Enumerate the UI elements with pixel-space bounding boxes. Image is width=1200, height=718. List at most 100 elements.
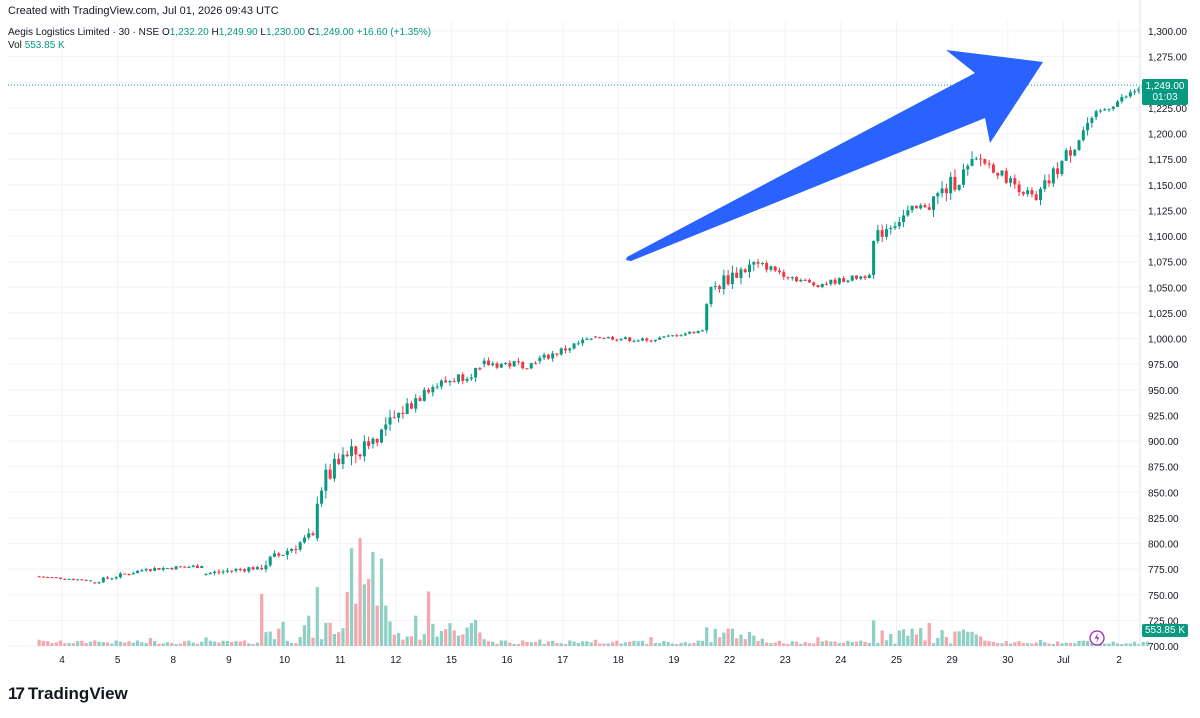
y-tick-label: 825.00 [1148,514,1179,525]
upward-arrow[interactable] [626,50,1043,261]
candle-body [782,272,786,277]
y-tick-label: 975.00 [1148,360,1179,371]
candle-body [910,205,914,211]
candle-body [486,360,490,366]
volume-bar [302,625,307,646]
candle-body [452,381,456,383]
volume-bar [991,641,996,646]
candle-body [623,337,627,340]
candle-body [131,573,135,575]
volume-bar [1107,643,1111,646]
volume-bar [906,635,910,646]
volume-bar [148,638,153,646]
candle-body [872,241,876,275]
volume-bar [491,641,495,646]
candle-body [576,343,580,345]
volume-bar [1115,643,1120,646]
candle-body [949,176,953,194]
candle-body [358,454,362,457]
volume-bar [191,642,195,646]
volume-bar [422,634,426,646]
candle-body [572,343,576,349]
volume-value: 553.85 K [24,40,65,51]
volume-bar [234,641,238,646]
candle-body [538,357,542,362]
volume-bar [658,643,662,646]
volume-bar [1068,642,1073,646]
volume-bar [170,642,174,646]
candle-body [970,158,974,166]
volume-bar [632,640,636,646]
candle-body [842,278,846,282]
volume-bar [439,631,444,646]
volume-bar [572,641,576,646]
volume-bar [101,642,105,646]
candle-body [854,275,858,279]
x-tick-label: 4 [59,655,65,666]
volume-bar [495,643,499,646]
candle-body [324,469,328,491]
candle-body [581,339,585,344]
price-axis[interactable]: 1,300.001,275.001,250.001,225.001,200.00… [1139,0,1187,653]
x-tick-label: 25 [891,655,903,666]
candle-body [234,568,238,571]
candle-body [662,336,666,338]
candle-body [178,566,182,568]
volume-bar [332,633,337,646]
high-label: H [211,27,219,38]
candle-body [1103,109,1107,111]
y-tick-label: 1,150.00 [1148,181,1187,192]
volume-bar [794,641,799,646]
time-axis[interactable]: 4 5 8 9 10 11 12 15 16 17 18 19 22 23 24 25 29 30 Jul 2 [59,655,1122,666]
y-tick-label: 775.00 [1148,565,1179,576]
x-tick-label: 12 [390,655,402,666]
volume-bar [910,628,914,646]
volume-bar [628,641,632,646]
volume-bar [713,628,717,646]
candle-body [110,578,114,580]
symbol-name[interactable]: Aegis Logistics Limited · 30 · NSE [8,27,160,38]
volume-bar [58,640,63,646]
candle-body [953,176,957,190]
candle-body [213,571,217,573]
candle-body [1043,180,1047,189]
volume-bar [722,632,726,646]
volume-bar [144,643,148,646]
volume-bar [683,642,687,646]
y-tick-label: 725.00 [1148,616,1179,627]
volume-bar [666,642,670,646]
tradingview-logo[interactable]: 17 TradingView [8,684,128,704]
volume-bar [876,642,880,646]
volume-bar [187,640,191,646]
candle-body [388,417,392,425]
volume-bar [696,640,700,646]
candle-body [341,454,345,464]
candle-body [157,568,161,570]
volume-bar [1013,642,1017,646]
candle-body [1064,150,1068,161]
volume-bar [598,643,602,646]
volume-bar [953,631,957,646]
candle-body [208,572,212,575]
candle-body [902,215,906,223]
candle-body [658,337,662,340]
volume-bar [1043,642,1047,646]
candle-body [191,565,195,567]
low-label: L [260,27,266,38]
volume-bar [371,551,375,646]
volume-bar [705,627,709,646]
volume-bar [80,640,84,646]
volume-bar [289,643,294,646]
alert-icon[interactable] [1089,630,1105,646]
open-label: O [161,27,170,38]
candle-body [679,335,683,337]
volume-bar [957,631,961,646]
volume-bar [1077,640,1081,646]
volume-bar [812,643,816,646]
candle-body [559,348,563,355]
volume-bar [944,636,948,646]
volume-bar [319,639,324,646]
volume-bar [803,642,807,646]
volume-bar [508,642,512,646]
